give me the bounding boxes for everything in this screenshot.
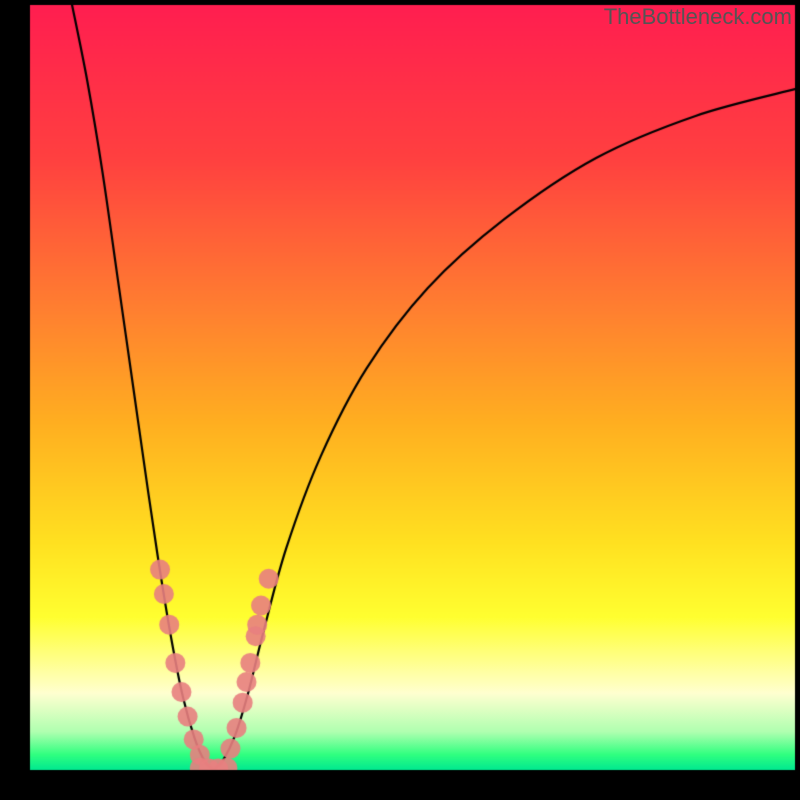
- chart-container: TheBottleneck.com: [0, 0, 800, 800]
- bottleneck-chart-canvas: [0, 0, 800, 800]
